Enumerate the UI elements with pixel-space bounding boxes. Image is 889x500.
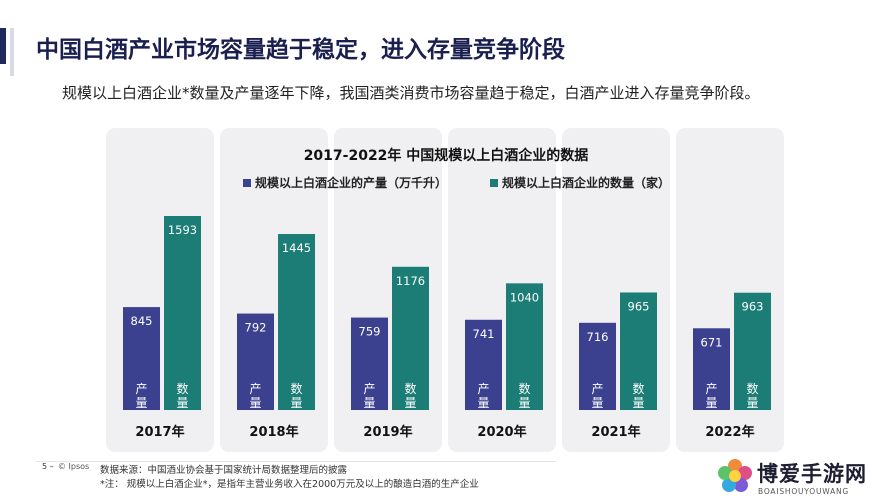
bar-inner-label: 数 — [518, 381, 530, 396]
count-bar — [506, 283, 543, 410]
legend-swatch-count — [490, 179, 498, 187]
data-label: 963 — [742, 300, 764, 314]
brand-text: © Ipsos — [58, 462, 90, 471]
bar-inner-label: 数 — [404, 381, 416, 396]
legend-label: 规模以上白酒企业的数量（家） — [502, 175, 670, 190]
bar-inner-label: 产 — [591, 382, 603, 396]
data-label: 759 — [359, 325, 381, 339]
count-bar — [278, 234, 315, 410]
production-bar — [237, 313, 274, 410]
production-bar — [123, 307, 160, 410]
bar-inner-label: 量 — [746, 396, 758, 410]
bar-inner-label: 量 — [176, 396, 188, 410]
bar-inner-label: 数 — [290, 381, 302, 396]
x-tick-label: 2020年 — [477, 424, 526, 440]
bar-inner-label: 量 — [477, 396, 489, 410]
data-label: 1176 — [396, 274, 425, 288]
x-tick-label: 2017年 — [135, 424, 184, 440]
data-label: 1040 — [510, 290, 539, 304]
data-label: 965 — [628, 299, 650, 313]
bar-inner-label: 量 — [591, 396, 603, 410]
watermark-subtitle: BOAISHOUYOUWANG — [758, 487, 850, 496]
bar-inner-label: 量 — [404, 396, 416, 410]
x-tick-label: 2022年 — [705, 424, 754, 440]
page-number: 5 – — [42, 462, 54, 471]
bar-inner-label: 数 — [746, 381, 758, 396]
x-tick-label: 2021年 — [591, 424, 640, 440]
slide-title: 中国白酒产业市场容量趋于稳定，进入存量竞争阶段 — [36, 37, 565, 63]
data-label: 671 — [701, 335, 723, 349]
x-tick-label: 2019年 — [363, 424, 412, 440]
bar-inner-label: 量 — [363, 396, 375, 410]
watermark-title: 博爱手游网 — [757, 462, 867, 486]
title-accent-shadow — [10, 28, 14, 76]
production-bar — [351, 317, 388, 410]
bar-inner-label: 量 — [705, 396, 717, 410]
bar-inner-label: 产 — [705, 382, 717, 396]
x-tick-label: 2018年 — [249, 424, 298, 440]
bar-inner-label: 量 — [290, 396, 302, 410]
footer-divider — [36, 461, 556, 462]
bar-inner-label: 量 — [135, 396, 147, 410]
bar-inner-label: 数 — [176, 381, 188, 396]
source-note: 数据来源：中国酒业协会基于国家统计局数据整理后的披露 — [100, 465, 348, 476]
count-bar — [164, 216, 201, 410]
bar-inner-label: 产 — [363, 382, 375, 396]
bar-inner-label: 量 — [632, 396, 644, 410]
count-bar — [734, 292, 771, 410]
data-label: 792 — [245, 321, 267, 335]
flower-logo-icon — [718, 459, 752, 492]
bar-inner-label: 产 — [135, 382, 147, 396]
production-bar — [465, 319, 502, 410]
data-label: 1593 — [168, 223, 197, 237]
bar-inner-label: 量 — [249, 396, 261, 410]
data-label: 1445 — [282, 241, 311, 255]
data-label: 716 — [587, 330, 609, 344]
legend-swatch-production — [243, 179, 251, 187]
legend-label: 规模以上白酒企业的产量（万千升） — [255, 175, 447, 190]
production-bar — [579, 322, 616, 410]
bar-inner-label: 数 — [632, 381, 644, 396]
count-bar — [620, 292, 657, 410]
data-label: 845 — [131, 314, 153, 328]
count-bar — [392, 266, 429, 410]
data-label: 741 — [473, 327, 495, 341]
bar-inner-label: 产 — [477, 382, 489, 396]
bar-inner-label: 产 — [249, 382, 261, 396]
footnote: *注： 规模以上白酒企业*，是指年主营业务收入在2000万元及以上的酿造白酒的生… — [100, 479, 479, 490]
production-bar — [693, 328, 730, 410]
bar-inner-label: 量 — [518, 396, 530, 410]
chart-title: 2017-2022年 中国规模以上白酒企业的数据 — [304, 147, 589, 164]
slide-subtitle: 规模以上白酒企业*数量及产量逐年下降，我国酒类消费市场容量趋于稳定，白酒产业进入… — [62, 84, 760, 102]
title-accent-bar — [0, 28, 6, 64]
